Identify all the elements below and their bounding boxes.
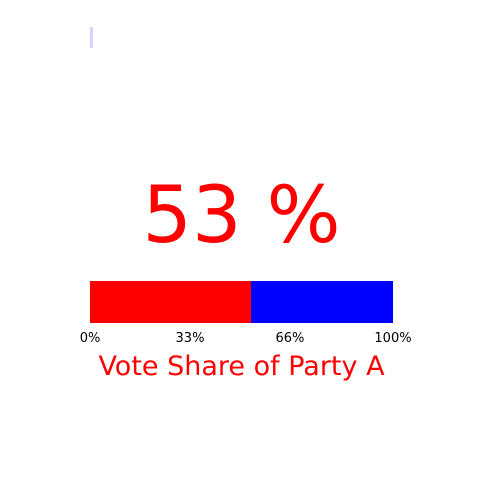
bar-segment-1	[250, 281, 393, 323]
tick-label: 100%	[374, 331, 412, 346]
tick-label: 0%	[79, 331, 101, 346]
vote-share-bar	[90, 281, 393, 323]
tick-label: 66%	[275, 331, 305, 346]
tick-label: 33%	[175, 331, 205, 346]
bar-segment-0	[90, 281, 251, 323]
chart-title: Vote Share of Party A	[98, 351, 385, 382]
corner-marker	[90, 27, 93, 48]
vote-share-value: 53 %	[142, 171, 341, 261]
